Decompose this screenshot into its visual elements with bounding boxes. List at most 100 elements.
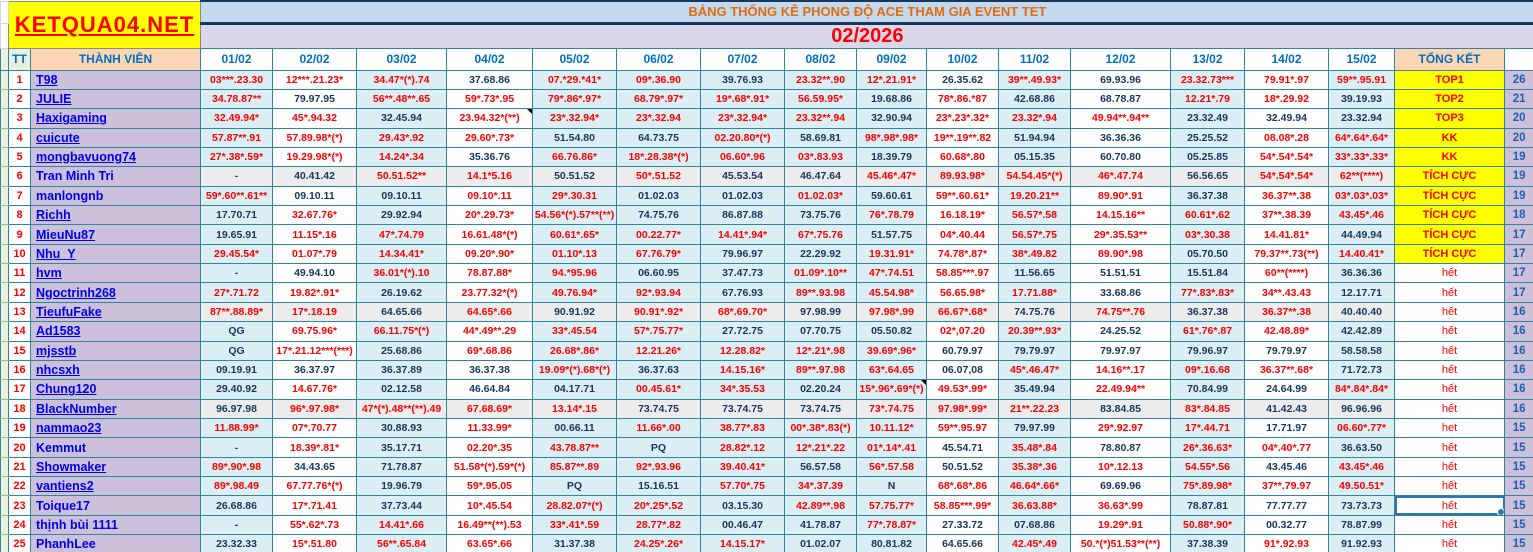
score-cell[interactable]: 56.56.65 xyxy=(1170,166,1246,187)
score-cell[interactable]: 23.32**.90 xyxy=(784,69,858,90)
member-name-link[interactable]: Richh xyxy=(29,205,202,226)
row-number-cell[interactable]: 20 xyxy=(8,437,31,458)
score-cell[interactable]: 11.15*.16 xyxy=(272,224,358,245)
score-cell[interactable]: 67*.75.76 xyxy=(784,224,858,245)
score-cell[interactable]: 19.65.91 xyxy=(200,224,274,245)
row-number-cell[interactable]: 4 xyxy=(8,127,31,148)
score-cell[interactable]: 02.20.24 xyxy=(784,379,858,400)
score-cell[interactable]: 73.74.75 xyxy=(784,398,858,419)
score-cell[interactable]: 14.15.16** xyxy=(1070,205,1172,226)
score-cell[interactable]: 01.09*.10** xyxy=(784,263,858,284)
score-cell[interactable]: 11.56.65 xyxy=(998,263,1072,284)
score-cell[interactable]: 39.69*.96* xyxy=(856,340,928,361)
score-cell[interactable]: 83.84.85 xyxy=(1070,398,1172,419)
score-cell[interactable]: 08.08*.28 xyxy=(1244,127,1330,148)
score-cell[interactable]: 16.61.48*(*) xyxy=(446,224,534,245)
total-count-cell[interactable]: 18 xyxy=(1504,205,1533,226)
score-cell[interactable]: 02.12.58 xyxy=(356,379,448,400)
score-cell[interactable]: 79.96.97 xyxy=(700,243,786,265)
score-cell[interactable]: 59**.95.91 xyxy=(1328,69,1396,90)
score-cell[interactable]: 79.91*.97 xyxy=(1244,69,1330,90)
score-cell[interactable]: 19.82*.91* xyxy=(272,282,358,303)
score-cell[interactable]: 69.69.96 xyxy=(1070,476,1172,497)
score-cell[interactable]: 97.98*.99* xyxy=(926,398,1000,419)
status-cell[interactable]: TÍCH CỰC xyxy=(1394,185,1506,207)
score-cell[interactable]: 71.78.87 xyxy=(356,456,448,478)
score-cell[interactable]: 79*.86*.97* xyxy=(532,88,618,110)
score-cell[interactable]: 36.63.50 xyxy=(1328,437,1396,458)
score-cell[interactable]: 18*.29.92 xyxy=(1244,88,1330,110)
member-name[interactable]: Toique17 xyxy=(29,495,202,516)
score-cell[interactable]: 03*.83.93 xyxy=(784,146,858,168)
score-cell[interactable]: 59*.73*.95 xyxy=(446,88,534,110)
score-cell[interactable]: 36.63*.99 xyxy=(1070,495,1172,516)
score-cell[interactable]: 46*.47.74 xyxy=(1070,166,1172,187)
score-cell[interactable]: 36.37.38 xyxy=(1170,185,1246,207)
score-cell[interactable]: 44*.49**.29 xyxy=(446,321,534,342)
score-cell[interactable]: 11.66*.00 xyxy=(616,417,702,439)
score-cell[interactable]: 98*.98*.98* xyxy=(856,127,928,148)
score-cell[interactable]: 18*.28.38*(*) xyxy=(616,146,702,168)
status-cell[interactable]: hết xyxy=(1394,301,1506,323)
score-cell[interactable]: 68*.69.70* xyxy=(700,301,786,323)
score-cell[interactable]: 66.11.75*(*) xyxy=(356,321,448,342)
score-cell[interactable]: 05.70.50 xyxy=(1170,243,1246,265)
score-cell[interactable]: 35.36.76 xyxy=(446,146,534,168)
score-cell[interactable]: 09.19.91 xyxy=(200,359,274,381)
score-cell[interactable]: 02.20*.35 xyxy=(446,437,534,458)
score-cell[interactable]: 20*.25*.52 xyxy=(616,495,702,516)
score-cell[interactable]: 36.36.36 xyxy=(1328,263,1396,284)
score-cell[interactable]: 12***.21.23* xyxy=(272,69,358,90)
score-cell[interactable]: 47*.74.79 xyxy=(356,224,448,245)
score-cell[interactable]: - xyxy=(200,166,274,187)
score-cell[interactable]: 42.68.86 xyxy=(998,88,1072,110)
column-header-date[interactable]: 12/02 xyxy=(1070,47,1172,71)
column-header-date[interactable]: 04/02 xyxy=(446,47,534,71)
score-cell[interactable]: 23.32**.94 xyxy=(784,108,858,129)
score-cell[interactable]: 78.87.99 xyxy=(1328,514,1396,536)
score-cell[interactable]: 59*.60**.61** xyxy=(200,185,274,207)
row-number-cell[interactable]: 11 xyxy=(8,263,31,284)
row-number-cell[interactable]: 23 xyxy=(8,495,31,516)
score-cell[interactable]: 23.32*.94 xyxy=(998,108,1072,129)
score-cell[interactable]: 01.10*.13 xyxy=(532,243,618,265)
score-cell[interactable]: 25.68.86 xyxy=(356,340,448,361)
score-cell[interactable]: 68.78.87 xyxy=(1070,88,1172,110)
score-cell[interactable]: 74.75**.76 xyxy=(1070,301,1172,323)
score-cell[interactable]: 32.49.94* xyxy=(200,108,274,129)
score-cell[interactable]: 03*.30.38 xyxy=(1170,224,1246,245)
score-cell[interactable]: 80.81.82 xyxy=(856,534,928,552)
score-cell[interactable]: 64.65.66 xyxy=(926,534,1000,552)
score-cell[interactable]: 36.37.63 xyxy=(616,359,702,381)
score-cell[interactable]: 51.51.51 xyxy=(1070,263,1172,284)
score-cell[interactable]: 84*.84*.84* xyxy=(1328,379,1396,400)
score-cell[interactable]: 33*.41*.59 xyxy=(532,514,618,536)
score-cell[interactable]: 54*.54*.54* xyxy=(1244,166,1330,187)
score-cell[interactable]: 43.45*.46 xyxy=(1328,205,1396,226)
score-cell[interactable]: 33*.33*.33* xyxy=(1328,146,1396,168)
column-header-date[interactable]: 06/02 xyxy=(616,47,702,71)
score-cell[interactable]: 06.60.95 xyxy=(616,263,702,284)
score-cell[interactable]: 47*.74.51 xyxy=(856,263,928,284)
score-cell[interactable]: 69.93.96 xyxy=(1070,69,1172,90)
score-cell[interactable]: 50.*(*)51.53**(**) xyxy=(1070,534,1172,552)
score-cell[interactable]: 00.22.77* xyxy=(616,224,702,245)
score-cell[interactable]: 96.96.96 xyxy=(1328,398,1396,419)
score-cell[interactable]: 23.32.73*** xyxy=(1170,69,1246,90)
score-cell[interactable]: QG xyxy=(200,340,274,361)
status-cell[interactable]: hết xyxy=(1394,437,1506,458)
score-cell[interactable]: 56.57*.58 xyxy=(998,205,1072,226)
score-cell[interactable]: 38*.49.82 xyxy=(998,243,1072,265)
score-cell[interactable]: 19.68.86 xyxy=(856,88,928,110)
score-cell[interactable]: 40.41.42 xyxy=(272,166,358,187)
score-cell[interactable]: 23.32.33 xyxy=(200,534,274,552)
total-count-cell[interactable]: 17 xyxy=(1504,224,1533,245)
score-cell[interactable]: 77*.83*.83* xyxy=(1170,282,1246,303)
score-cell[interactable]: 89.90*.91 xyxy=(1070,185,1172,207)
score-cell[interactable]: 78.87.81 xyxy=(1170,495,1246,516)
score-cell[interactable]: 64*.64*.64* xyxy=(1328,127,1396,148)
score-cell[interactable]: 11.88.99* xyxy=(200,417,274,439)
score-cell[interactable]: 00.46.47 xyxy=(700,514,786,536)
score-cell[interactable]: 29.60*.73* xyxy=(446,127,534,148)
score-cell[interactable]: 68*.68*.86 xyxy=(926,476,1000,497)
